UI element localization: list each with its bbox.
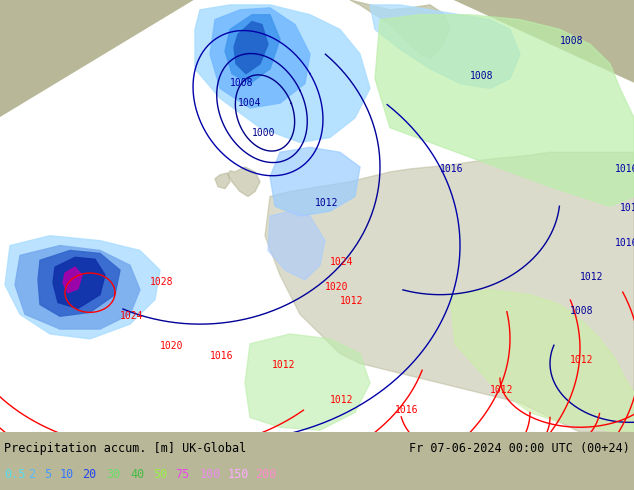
Polygon shape xyxy=(265,152,634,432)
Text: 1016: 1016 xyxy=(615,164,634,174)
Polygon shape xyxy=(0,0,634,432)
Polygon shape xyxy=(215,173,230,189)
Text: 1008: 1008 xyxy=(470,71,493,80)
Text: 1008: 1008 xyxy=(570,306,593,317)
Text: 10: 10 xyxy=(60,467,74,481)
Text: 1008: 1008 xyxy=(560,36,583,46)
Text: 1016: 1016 xyxy=(395,405,418,415)
Text: 200: 200 xyxy=(255,467,276,481)
Polygon shape xyxy=(195,5,370,143)
Text: 30: 30 xyxy=(106,467,120,481)
Polygon shape xyxy=(225,15,280,83)
Text: 1016: 1016 xyxy=(210,350,233,361)
Polygon shape xyxy=(228,167,260,196)
Text: 1000: 1000 xyxy=(252,127,276,138)
Text: 1016: 1016 xyxy=(620,203,634,213)
Text: 0.5: 0.5 xyxy=(4,467,25,481)
Text: 20: 20 xyxy=(82,467,96,481)
Text: 1020: 1020 xyxy=(325,282,349,292)
Text: 1008: 1008 xyxy=(230,78,254,89)
Text: 2: 2 xyxy=(28,467,35,481)
Text: 1012: 1012 xyxy=(570,355,593,366)
Text: 75: 75 xyxy=(175,467,190,481)
Text: 1020: 1020 xyxy=(160,341,183,351)
Text: 1012: 1012 xyxy=(580,272,604,282)
Text: 1024: 1024 xyxy=(330,257,354,267)
Polygon shape xyxy=(350,0,450,59)
Polygon shape xyxy=(15,245,140,329)
Polygon shape xyxy=(245,334,370,430)
Text: 1012: 1012 xyxy=(315,198,339,208)
Text: 1016: 1016 xyxy=(440,164,463,174)
Text: 40: 40 xyxy=(130,467,145,481)
Polygon shape xyxy=(38,250,120,316)
Text: 1016: 1016 xyxy=(615,238,634,247)
Polygon shape xyxy=(370,5,520,88)
Text: 1012: 1012 xyxy=(272,360,295,370)
Polygon shape xyxy=(375,15,634,206)
Text: 1012: 1012 xyxy=(330,395,354,405)
Text: 1012: 1012 xyxy=(340,296,363,306)
Polygon shape xyxy=(450,290,634,432)
Polygon shape xyxy=(234,22,268,74)
Text: 5: 5 xyxy=(44,467,51,481)
Polygon shape xyxy=(210,8,310,108)
Text: 100: 100 xyxy=(200,467,221,481)
Polygon shape xyxy=(270,147,360,216)
Polygon shape xyxy=(268,211,325,280)
Text: Precipitation accum. [m] UK-Global: Precipitation accum. [m] UK-Global xyxy=(4,441,246,455)
Text: Fr 07-06-2024 00:00 UTC (00+24): Fr 07-06-2024 00:00 UTC (00+24) xyxy=(409,441,630,455)
Text: 1004: 1004 xyxy=(238,98,261,108)
Polygon shape xyxy=(53,257,105,308)
Polygon shape xyxy=(5,236,160,339)
Text: 150: 150 xyxy=(228,467,249,481)
Text: 1028: 1028 xyxy=(150,277,174,287)
Text: 50: 50 xyxy=(153,467,167,481)
Polygon shape xyxy=(63,267,82,293)
Text: 1024: 1024 xyxy=(120,311,143,321)
Text: 1012: 1012 xyxy=(490,385,514,395)
